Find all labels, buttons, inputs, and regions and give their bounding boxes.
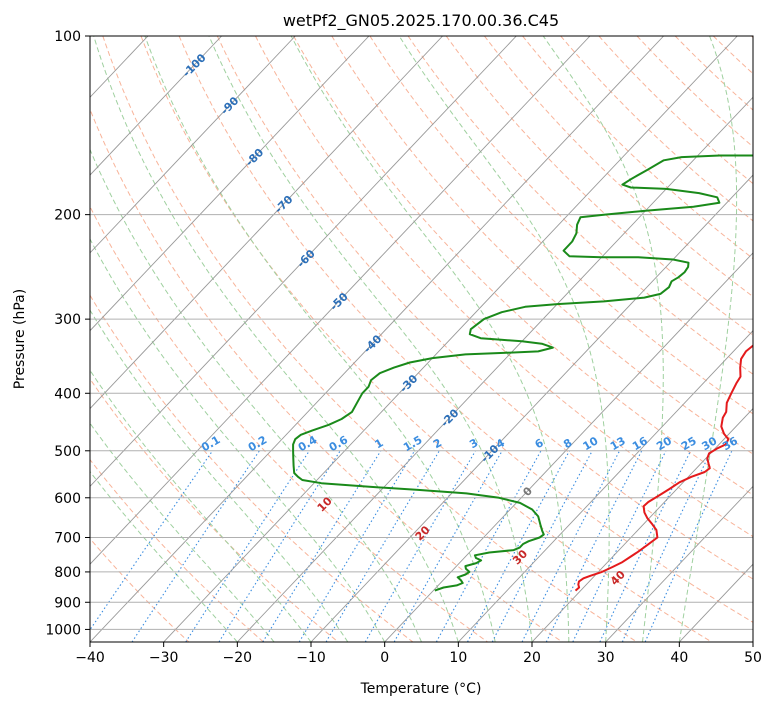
moist-adiabat-line: [93, 36, 459, 642]
mixing-ratio-line: [218, 450, 341, 642]
y-tick-label: 100: [54, 29, 81, 45]
y-tick-label: 600: [54, 491, 81, 507]
x-tick-label: 10: [449, 650, 467, 666]
dry-adiabat-line: [445, 36, 753, 336]
mixing-ratio-line: [435, 450, 542, 642]
isotherm-line: [531, 407, 753, 642]
x-tick-label: 0: [380, 650, 389, 666]
profile-series: [292, 154, 753, 592]
axes: −40 −30 −20 −10 0 10 20 30 40 50 100 200 300 400 500 60…: [45, 29, 762, 666]
y-tick-label: 400: [54, 386, 81, 402]
moist-adiabat-line: [208, 36, 533, 642]
isotherm-line: [90, 36, 296, 254]
isotherm-line: [90, 36, 370, 332]
moist-adiabat-line: [90, 148, 422, 642]
x-tick-label: 20: [523, 650, 541, 666]
background-lines: [90, 36, 753, 642]
isotherm-line: [90, 36, 591, 565]
dry-adiabat-line: [90, 108, 563, 642]
isotherm-line: [90, 36, 222, 176]
moist-adiabat-line: [678, 36, 738, 642]
plot-frame: [89, 35, 754, 643]
y-axis-label: Pressure (hPa): [12, 289, 28, 389]
dry-adiabat-line: [560, 36, 753, 222]
isotherm-line: [163, 36, 738, 642]
grid-lines: [90, 36, 753, 642]
mixing-ratio-line: [467, 450, 570, 642]
y-tick-label: 500: [54, 444, 81, 460]
moist-adiabat-line: [90, 309, 349, 642]
isotherm-line: [90, 36, 517, 488]
mixing-ratio-line: [131, 450, 260, 642]
x-axis-label: Temperature (°C): [360, 681, 482, 697]
y-tick-label: 800: [54, 565, 81, 581]
dry-adiabat-line: [216, 36, 753, 580]
y-tick-label: 200: [54, 208, 81, 224]
y-tick-label: 900: [54, 595, 81, 611]
dry-adiabat-line: [369, 36, 753, 415]
y-tick-label: 300: [54, 312, 81, 328]
moist-adiabat-line: [542, 36, 664, 642]
moist-adiabat-line: [90, 369, 312, 642]
mixing-ratio-line: [572, 450, 667, 642]
x-tick-label: 50: [744, 650, 762, 666]
isotherm-line: [458, 330, 753, 642]
chart-title: wetPf2_GN05.2025.170.00.36.C45: [283, 11, 559, 31]
x-tick-label: −10: [296, 650, 326, 666]
dry-adiabat-line: [90, 205, 488, 642]
moist-adiabat-line: [290, 36, 570, 642]
x-tick-label: −20: [223, 650, 253, 666]
mixing-ratio-line: [185, 450, 310, 642]
moist-adiabat-line: [90, 470, 238, 642]
moist-adiabat-line: [144, 36, 496, 642]
moist-adiabat-line: [398, 36, 610, 642]
isotherm-line: [310, 174, 753, 642]
dry-adiabat-line: [102, 36, 638, 642]
dewpoint-profile: [292, 154, 753, 592]
isotherm-line: [90, 36, 664, 642]
mixing-ratio-line: [90, 450, 213, 631]
dry-adiabat-line: [90, 294, 414, 642]
temperature-profile: [574, 344, 753, 592]
mixing-ratio-line: [298, 450, 416, 642]
dry-adiabat-line: [636, 36, 753, 148]
dry-adiabat-line: [178, 36, 753, 623]
dry-adiabat-line: [407, 36, 753, 375]
mixing-ratio-line: [545, 450, 643, 642]
dry-adiabat-line: [293, 36, 753, 496]
dry-adiabat-line: [331, 36, 753, 455]
isotherm-line: [605, 485, 753, 642]
isotherm-line: [90, 36, 443, 410]
isotherm-line: [384, 252, 753, 642]
x-tick-label: 40: [670, 650, 688, 666]
dry-adiabat-line: [140, 36, 712, 642]
isotherm-line: [237, 96, 753, 642]
x-tick-label: −40: [75, 650, 105, 666]
dry-adiabat-line: [90, 458, 264, 642]
dry-adiabat-line: [522, 36, 753, 260]
y-tick-label: 700: [54, 531, 81, 547]
x-tick-label: 30: [597, 650, 615, 666]
moist-adiabat-line: [90, 237, 386, 642]
y-tick-label: 1000: [45, 622, 81, 638]
x-tick-label: −30: [149, 650, 179, 666]
